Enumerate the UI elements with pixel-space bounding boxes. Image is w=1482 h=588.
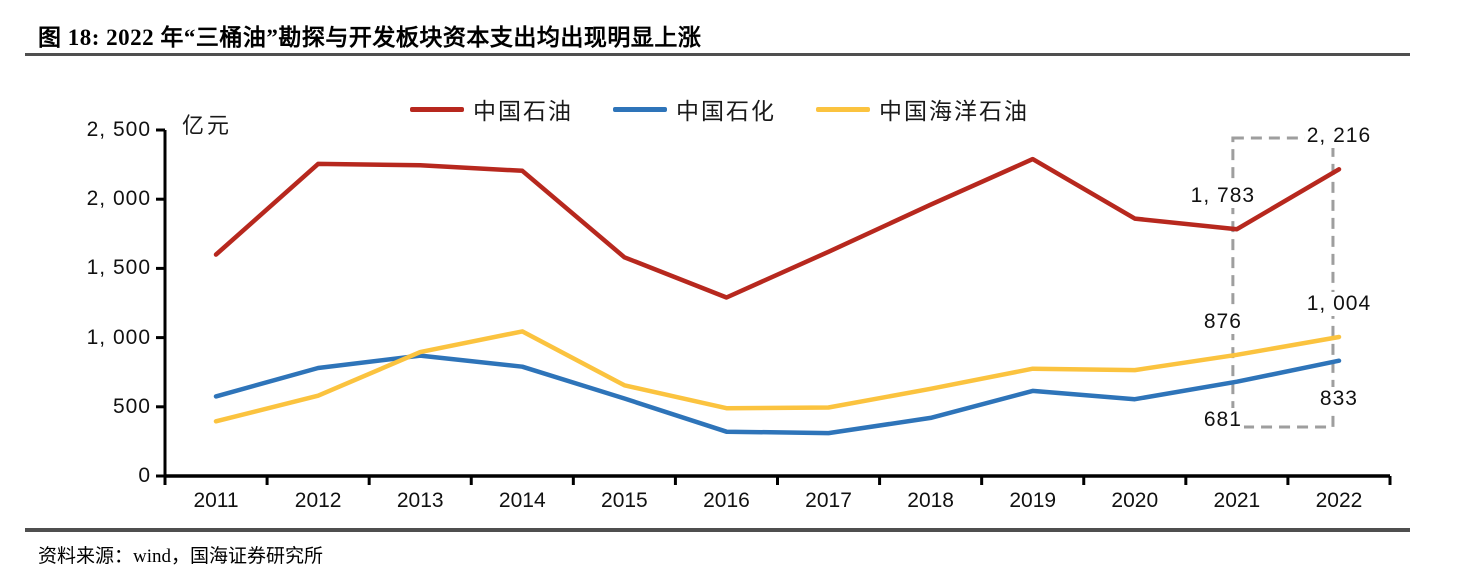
- x-tick-label: 2019: [1009, 489, 1057, 512]
- source-note: 资料来源：wind，国海证券研究所: [38, 546, 324, 567]
- legend-item-petrochina: 中国石油: [410, 92, 573, 126]
- chart-legend: 中国石油 中国石化 中国海洋石油: [410, 92, 1029, 126]
- petrochina-line: [213, 156, 1342, 300]
- x-tick-label: 2014: [498, 489, 546, 512]
- data-label: 1, 004: [1304, 292, 1374, 317]
- legend-label-sinopec: 中国石化: [676, 99, 776, 124]
- legend-swatch-petrochina: [410, 106, 464, 112]
- y-tick-label: 0: [138, 464, 151, 487]
- data-label: 1, 783: [1188, 184, 1258, 209]
- y-tick-label: 2, 000: [86, 187, 151, 211]
- title-divider: [25, 53, 1410, 56]
- x-tick-label: 2018: [907, 489, 954, 512]
- figure-title: 图 18: 2022 年“三桶油”勘探与开发板块资本支出均出现明显上涨: [38, 25, 702, 50]
- data-label: 681: [1201, 407, 1244, 432]
- legend-item-cnooc: 中国海洋石油: [816, 92, 1029, 126]
- legend-swatch-cnooc: [816, 106, 870, 112]
- x-tick-label: 2011: [193, 489, 239, 512]
- data-label: 2, 216: [1304, 124, 1374, 149]
- x-tick-label: 2013: [396, 489, 444, 512]
- y-axis-unit-label: 亿元: [182, 113, 233, 138]
- y-tick-label: 500: [112, 394, 151, 418]
- y-tick-label: 1, 500: [86, 256, 151, 280]
- legend-swatch-sinopec: [613, 106, 667, 112]
- footer-divider: [25, 528, 1410, 532]
- cnooc-line: [213, 329, 1342, 424]
- data-label: 876: [1201, 309, 1244, 334]
- x-tick-label: 2020: [1111, 489, 1159, 512]
- x-tick-label: 2016: [703, 489, 750, 512]
- x-tick-label: 2015: [601, 489, 648, 512]
- x-tick-label: 2021: [1213, 489, 1261, 512]
- x-tick-label: 2017: [805, 489, 852, 512]
- y-tick-label: 1, 000: [86, 325, 151, 349]
- legend-item-sinopec: 中国石化: [613, 92, 776, 126]
- legend-label-petrochina: 中国石油: [473, 99, 573, 124]
- x-tick-label: 2022: [1315, 489, 1363, 512]
- data-label: 833: [1317, 386, 1360, 411]
- legend-label-cnooc: 中国海洋石油: [879, 99, 1029, 124]
- y-tick-label: 2, 500: [86, 118, 151, 141]
- x-tick-label: 2012: [294, 489, 342, 512]
- highlight-box: [1231, 136, 1335, 429]
